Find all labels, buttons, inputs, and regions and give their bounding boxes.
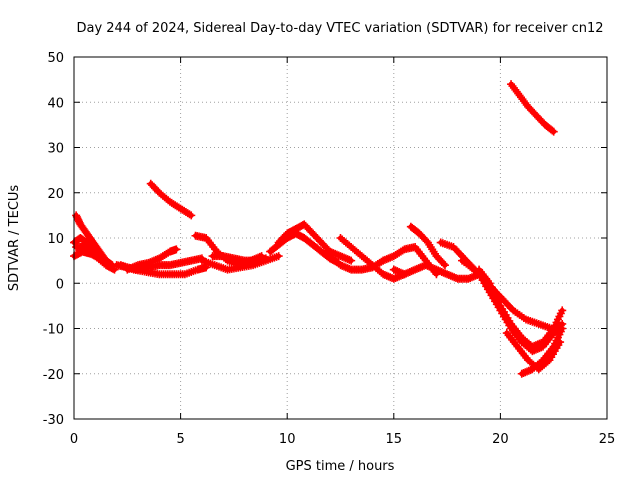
data-point bbox=[487, 283, 496, 292]
data-point bbox=[347, 256, 356, 265]
data-point bbox=[439, 259, 448, 268]
series-arc-15 bbox=[336, 234, 409, 283]
data-point bbox=[558, 324, 567, 333]
data-point bbox=[491, 290, 500, 299]
series-arc-11 bbox=[208, 252, 270, 265]
y-tick-label: -10 bbox=[43, 323, 64, 338]
data-point bbox=[185, 210, 194, 219]
x-tick-labels: 0 5 10 15 20 25 bbox=[70, 432, 615, 447]
data-point bbox=[485, 279, 494, 288]
data-point bbox=[274, 252, 283, 261]
data-point bbox=[494, 298, 503, 307]
series-arc-25 bbox=[507, 80, 558, 136]
series-arc-17 bbox=[406, 222, 449, 270]
data-point bbox=[558, 306, 567, 315]
data-point bbox=[398, 246, 407, 255]
data-point bbox=[492, 294, 501, 303]
x-tick-label: 5 bbox=[176, 432, 184, 447]
series-arc-24 bbox=[517, 324, 567, 378]
data-point bbox=[549, 127, 558, 136]
y-tick-labels: -30 -20 -10 0 10 20 30 40 50 bbox=[43, 51, 64, 428]
data-point bbox=[537, 357, 546, 366]
y-axis-label: SDTVAR / TECUs bbox=[7, 185, 22, 292]
series-arc-13 bbox=[274, 220, 356, 265]
data-point bbox=[261, 254, 270, 263]
x-tick-label: 20 bbox=[492, 432, 509, 447]
x-tick-label: 15 bbox=[386, 432, 403, 447]
x-tick-label: 25 bbox=[599, 432, 616, 447]
data-point bbox=[110, 265, 119, 274]
series-arc-4 bbox=[72, 243, 119, 274]
data-point bbox=[548, 126, 557, 135]
series-arc-8 bbox=[146, 179, 196, 220]
y-tick-label: -30 bbox=[43, 413, 64, 428]
y-tick-label: 50 bbox=[47, 51, 64, 66]
y-tick-label: 10 bbox=[47, 232, 64, 247]
data-point bbox=[187, 211, 196, 220]
y-tick-label: 40 bbox=[47, 96, 64, 111]
y-tick-label: 20 bbox=[47, 187, 64, 202]
x-tick-label: 0 bbox=[70, 432, 78, 447]
series-arc-7 bbox=[112, 254, 206, 274]
x-axis-label: GPS time / hours bbox=[286, 459, 395, 474]
chart-title: Day 244 of 2024, Sidereal Day-to-day VTE… bbox=[76, 21, 603, 36]
data-point bbox=[440, 261, 449, 270]
series-arc-22 bbox=[475, 265, 567, 351]
y-tick-label: -20 bbox=[43, 368, 64, 383]
plot-frame bbox=[73, 56, 608, 420]
data-point bbox=[489, 286, 498, 295]
data-point bbox=[172, 245, 181, 254]
y-tick-label: 30 bbox=[47, 142, 64, 157]
x-tick-label: 10 bbox=[279, 432, 296, 447]
y-tick-label: 0 bbox=[56, 277, 64, 292]
